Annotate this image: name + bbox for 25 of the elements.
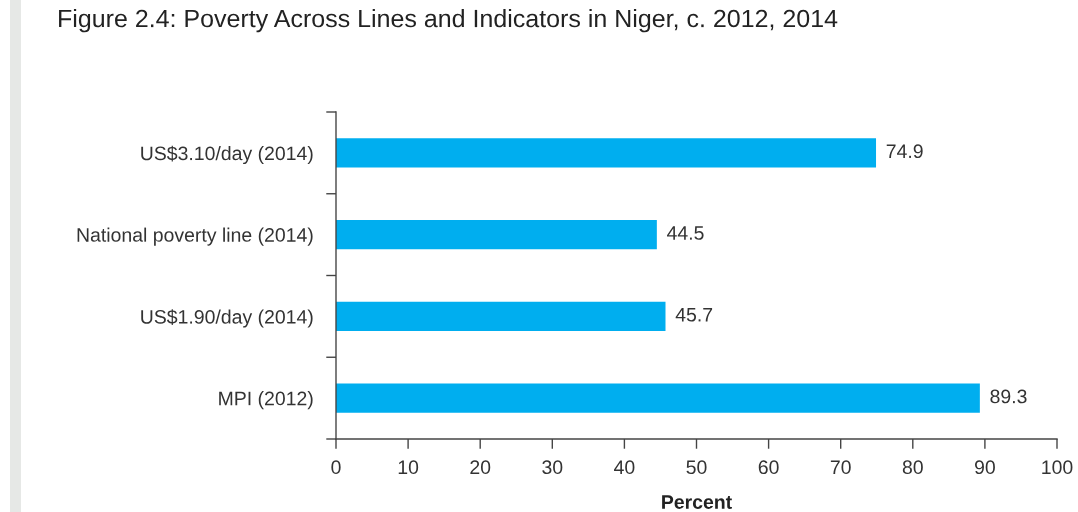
bar bbox=[336, 383, 980, 413]
chart-title: Figure 2.4: Poverty Across Lines and Indicators in Niger, c. 2012, 2014 bbox=[59, 9, 838, 33]
bar bbox=[336, 301, 666, 332]
bar bbox=[336, 219, 657, 250]
y-tick-label: US$1.90/day (2014) bbox=[141, 309, 313, 328]
y-tick-label: US$3.10/day (2014) bbox=[141, 145, 313, 165]
data-label: 44.5 bbox=[667, 226, 704, 240]
x-tick-label: 0 bbox=[331, 460, 341, 475]
x-tick-label: 20 bbox=[470, 460, 491, 475]
x-tick-label: 40 bbox=[614, 460, 635, 475]
x-tick-label: 50 bbox=[686, 460, 707, 475]
x-tick-label: 30 bbox=[542, 460, 563, 475]
x-tick-label: 10 bbox=[398, 460, 419, 475]
x-tick-label: 100 bbox=[1042, 460, 1073, 475]
y-tick-label: National poverty line (2014) bbox=[77, 227, 313, 246]
x-tick-label: 60 bbox=[758, 460, 779, 475]
x-axis-title: Percent bbox=[662, 495, 732, 509]
data-label: 74.9 bbox=[886, 144, 923, 159]
data-label: 89.3 bbox=[990, 389, 1027, 404]
data-label: 45.7 bbox=[675, 308, 713, 322]
bar bbox=[336, 138, 877, 168]
y-tick-label: MPI (2012) bbox=[219, 391, 313, 410]
x-tick-label: 70 bbox=[830, 460, 851, 475]
x-tick-label: 80 bbox=[902, 460, 923, 475]
x-tick-label: 90 bbox=[975, 460, 995, 475]
